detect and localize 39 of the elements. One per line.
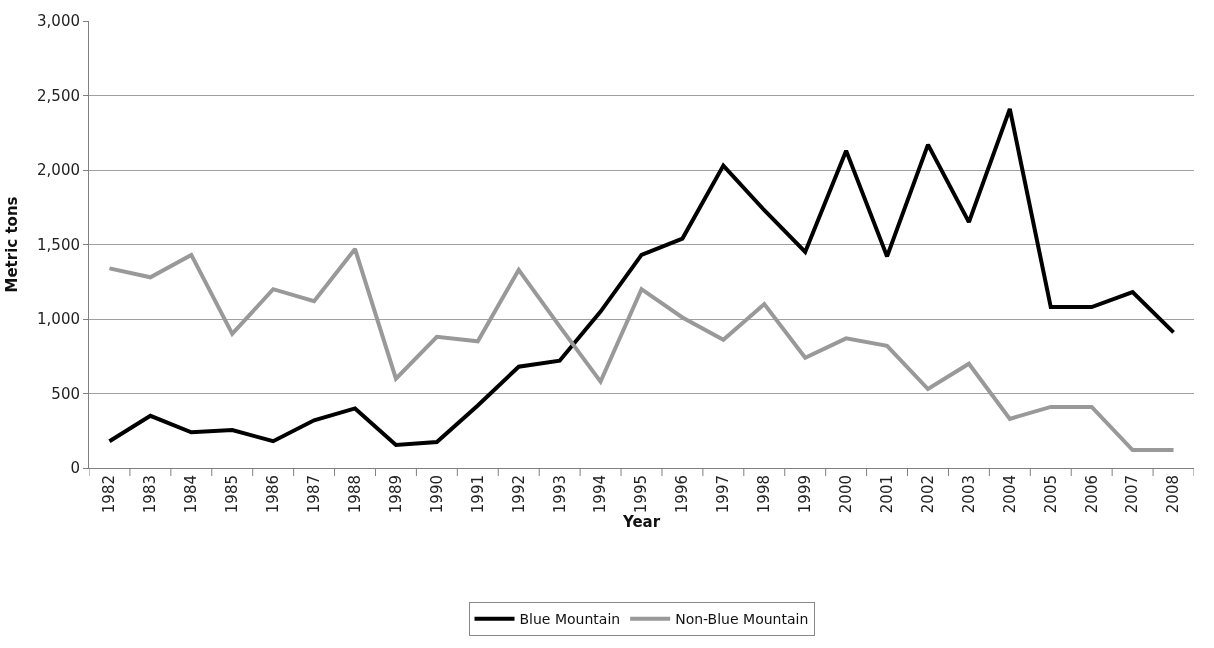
x-tick-label: 1988 — [345, 475, 364, 514]
x-tick-label: 1997 — [714, 475, 733, 514]
x-tick-label: 2006 — [1082, 475, 1101, 514]
x-tick-label: 1989 — [386, 475, 405, 514]
x-tick-label: 2005 — [1041, 475, 1060, 514]
x-tick-label: 2007 — [1123, 475, 1142, 514]
line-series — [107, 106, 1176, 447]
y-tick-label: 500 — [51, 384, 80, 403]
x-tick-label: 1998 — [755, 475, 774, 514]
y-tick-label: 3,000 — [37, 12, 80, 31]
x-axis-title: Year — [621, 513, 661, 532]
y-tick-label: 2,500 — [37, 86, 80, 105]
y-axis-title: Metric tons — [3, 196, 22, 293]
y-tick-label: 1,000 — [37, 310, 80, 329]
x-tick-label: 1992 — [509, 475, 528, 514]
x-tick-label: 2000 — [837, 475, 856, 514]
x-tick-label: 2003 — [959, 475, 978, 514]
x-tick-label: 1999 — [796, 475, 815, 514]
x-tick-label: 1995 — [632, 475, 651, 514]
x-tick-label: 1982 — [100, 475, 119, 514]
x-tick-label: 2004 — [1000, 475, 1019, 514]
x-tick-label: 1983 — [141, 475, 160, 514]
x-tick-label: 1990 — [427, 475, 446, 514]
legend-label: Non-Blue Mountain — [675, 611, 809, 628]
x-tick-label: 2001 — [877, 475, 896, 514]
legend-label: Blue Mountain — [519, 611, 621, 628]
y-tick-label: 2,000 — [37, 161, 80, 180]
x-tick-label: 1987 — [304, 475, 323, 514]
x-tick-label: 1985 — [223, 475, 242, 514]
x-tick-label: 1991 — [468, 475, 487, 514]
x-tick-label: 1994 — [591, 475, 610, 514]
x-tick-label: 1996 — [673, 475, 692, 514]
y-tick-label: 1,500 — [37, 235, 80, 254]
y-tick-label: 0 — [70, 459, 80, 478]
x-tick-label: 2002 — [918, 475, 937, 514]
x-tick-label: 2008 — [1164, 475, 1183, 514]
x-tick-label: 1993 — [550, 475, 569, 514]
x-tick-label: 1986 — [264, 475, 283, 514]
x-tick-label: 1984 — [182, 475, 201, 514]
